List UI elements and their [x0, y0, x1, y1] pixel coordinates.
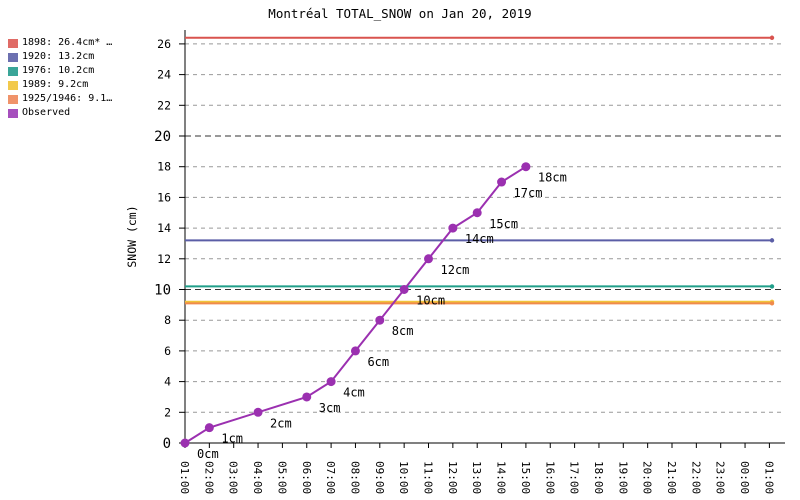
legend-swatch: [8, 108, 18, 118]
x-tick-label: 05:00: [275, 461, 288, 494]
legend-swatch: [8, 52, 18, 62]
legend-label: 1925/1946: 9.1…: [22, 93, 113, 104]
legend-swatch: [8, 80, 18, 90]
x-tick-label: 10:00: [397, 461, 410, 494]
reference-line-endpoint: [769, 238, 775, 243]
legend-item-1925-1946[interactable]: 1925/1946: 9.1…: [8, 92, 112, 106]
observed-data-label: 10cm: [416, 294, 445, 308]
x-tick-label: 02:00: [202, 461, 215, 494]
legend-label: 1898: 26.4cm* …: [22, 37, 113, 48]
x-tick-label: 21:00: [665, 461, 678, 494]
observed-data-label: 18cm: [538, 171, 567, 185]
observed-point: [497, 177, 507, 187]
y-axis-label: SNOW (cm): [125, 205, 139, 267]
observed-point: [350, 346, 360, 356]
observed-point: [253, 407, 263, 417]
observed-point: [375, 315, 385, 325]
x-tick-label: 13:00: [470, 461, 483, 494]
x-tick-label: 12:00: [446, 461, 459, 494]
observed-point: [399, 285, 409, 294]
x-tick-label: 22:00: [689, 461, 702, 494]
x-tick-label: 01:00: [178, 461, 191, 494]
legend-label: 1920: 13.2cm: [22, 51, 95, 62]
x-tick-label: 17:00: [568, 461, 581, 494]
reference-line-endpoint: [769, 284, 775, 289]
legend-item-1920[interactable]: 1920: 13.2cm: [8, 50, 112, 64]
x-tick-label: 04:00: [251, 461, 264, 494]
x-tick-label: 16:00: [543, 461, 556, 494]
legend-item-1898[interactable]: 1898: 26.4cm* …: [8, 36, 112, 50]
y-tick-label: 18: [157, 160, 171, 174]
observed-point: [521, 162, 531, 172]
x-tick-label: 19:00: [616, 461, 629, 494]
observed-point: [472, 208, 482, 218]
y-tick-label: 20: [154, 129, 171, 145]
legend-label: 1976: 10.2cm: [22, 65, 95, 76]
x-tick-label: 09:00: [373, 461, 386, 494]
x-tick-label: 06:00: [300, 461, 313, 494]
x-tick-label: 03:00: [227, 461, 240, 494]
observed-point: [302, 392, 312, 402]
observed-data-label: 8cm: [392, 324, 414, 338]
observed-data-label: 2cm: [270, 416, 292, 430]
legend-item-1976[interactable]: 1976: 10.2cm: [8, 64, 112, 78]
y-tick-label: 2: [164, 405, 171, 419]
observed-data-label: 17cm: [514, 186, 543, 200]
y-tick-label: 8: [164, 313, 171, 327]
legend-item-observed[interactable]: Observed: [8, 106, 112, 120]
observed-data-label: 1cm: [221, 432, 243, 446]
chart-title: Montréal TOTAL_SNOW on Jan 20, 2019: [268, 6, 532, 21]
y-tick-label: 6: [164, 344, 171, 358]
x-tick-label: 14:00: [495, 461, 508, 494]
x-tick-label: 07:00: [324, 461, 337, 494]
x-tick-label: 20:00: [641, 461, 654, 494]
observed-point: [204, 423, 214, 433]
legend-swatch: [8, 38, 18, 48]
x-tick-label: 11:00: [422, 461, 435, 494]
y-tick-label: 16: [157, 190, 171, 204]
legend-swatch: [8, 94, 18, 104]
reference-line-endpoint: [769, 35, 775, 40]
x-tick-label: 15:00: [519, 461, 532, 494]
observed-point: [424, 254, 433, 264]
y-tick-label: 14: [157, 221, 171, 235]
x-tick-label: 01:00: [762, 461, 775, 494]
legend-label: 1989: 9.2cm: [22, 79, 89, 90]
x-tick-label: 00:00: [738, 461, 751, 494]
observed-point: [448, 223, 458, 233]
legend-label: Observed: [22, 107, 71, 118]
reference-line-endpoint: [769, 301, 775, 306]
observed-data-label: 0cm: [197, 447, 219, 461]
y-tick-label: 22: [157, 98, 171, 112]
observed-data-label: 4cm: [343, 386, 365, 400]
observed-point: [326, 377, 336, 387]
x-tick-label: 08:00: [348, 461, 361, 494]
chart-legend: 1898: 26.4cm* … 1920: 13.2cm 1976: 10.2c…: [8, 36, 112, 120]
observed-data-label: 6cm: [367, 355, 389, 369]
legend-item-1989[interactable]: 1989: 9.2cm: [8, 78, 112, 92]
observed-data-label: 14cm: [465, 232, 494, 246]
y-tick-label: 24: [157, 68, 171, 82]
observed-line: [184, 165, 527, 444]
x-tick-label: 18:00: [592, 461, 605, 494]
observed-data-label: 12cm: [441, 263, 470, 277]
y-tick-label: 4: [164, 375, 171, 389]
y-tick-label: 12: [157, 252, 171, 266]
observed-data-label: 3cm: [319, 401, 341, 415]
y-tick-label: 26: [157, 37, 171, 51]
observed-data-label: 15cm: [489, 217, 518, 231]
x-tick-label: 23:00: [714, 461, 727, 494]
y-tick-label: 10: [154, 283, 171, 299]
y-tick-label: 0: [163, 436, 171, 452]
observed-point: [180, 438, 190, 448]
legend-swatch: [8, 66, 18, 76]
